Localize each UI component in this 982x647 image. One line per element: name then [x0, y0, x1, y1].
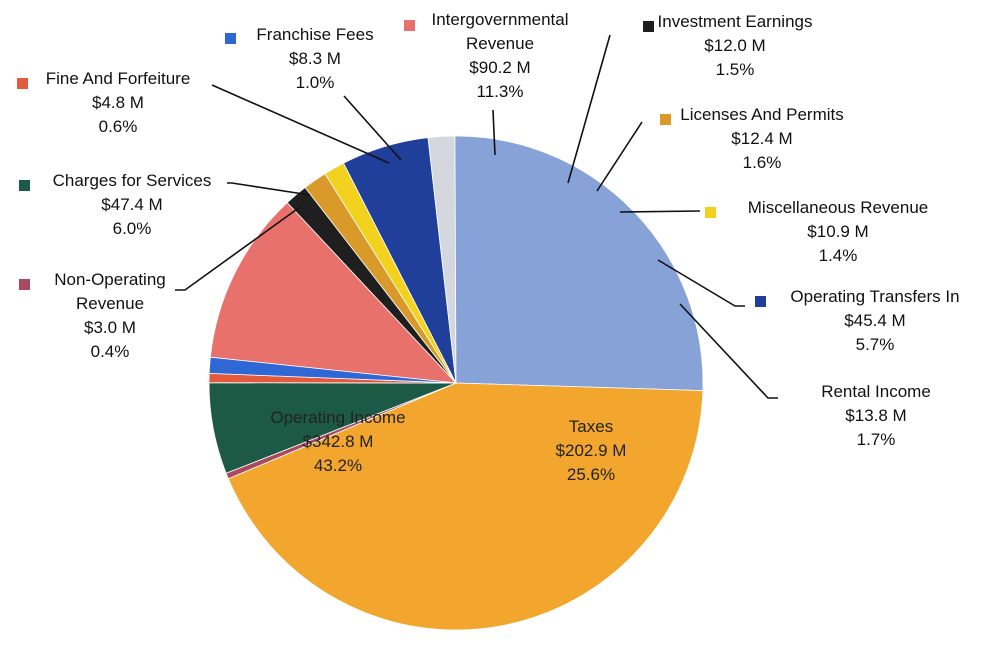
slice-value-operating-transfers-in: $45.4 M: [844, 311, 905, 330]
slice-label-operating-transfers-in: Operating Transfers In $45.4 M 5.7%: [790, 287, 959, 354]
slice-value-fine-and-forfeiture: $4.8 M: [92, 93, 144, 112]
slice-label-taxes: Taxes $202.9 M 25.6%: [556, 417, 627, 484]
legend-marker-operating-transfers-in: [755, 296, 766, 307]
leader-line-investment-earnings: [567, 34, 611, 184]
slice-value-rental-income: $13.8 M: [845, 406, 906, 425]
slice-value-operating-income: $342.8 M: [303, 432, 374, 451]
pie-slice-taxes: [454, 135, 704, 392]
leader-line-charges-for-services: [227, 182, 311, 196]
leader-line-rental-income: [679, 303, 778, 399]
legend-marker-non-operating-revenue: [19, 279, 30, 290]
legend-marker-fine-and-forfeiture: [17, 78, 28, 89]
leader-line-franchise-fees: [343, 95, 402, 161]
slice-name-fine-and-forfeiture: Fine And Forfeiture: [46, 69, 191, 88]
slice-percent-miscellaneous-revenue: 1.4%: [819, 246, 858, 265]
legend-marker-intergovernmental-revenue: [404, 20, 415, 31]
slice-name-operating-income: Operating Income: [270, 408, 405, 427]
slice-percent-intergovernmental-revenue: 11.3%: [477, 82, 524, 101]
slice-name-rental-income: Rental Income: [821, 382, 931, 401]
slice-percent-rental-income: 1.7%: [857, 430, 896, 449]
slice-value-miscellaneous-revenue: $10.9 M: [807, 222, 868, 241]
legend-marker-franchise-fees: [225, 33, 236, 44]
slice-name-franchise-fees: Franchise Fees: [256, 25, 373, 44]
slice-value-franchise-fees: $8.3 M: [289, 49, 341, 68]
slice-percent-taxes: 25.6%: [567, 465, 615, 484]
slice-labels: Intergovernmental Revenue $90.2 M 11.3% Inve…: [17, 10, 960, 484]
slice-label-rental-income: Rental Income $13.8 M 1.7%: [821, 382, 931, 449]
slice-percent-fine-and-forfeiture: 0.6%: [99, 117, 138, 136]
legend-marker-licenses-and-permits: [660, 114, 671, 125]
slice-name-non-operating-revenue: Revenue: [76, 294, 144, 313]
slice-name-taxes: Taxes: [569, 417, 613, 436]
slice-value-licenses-and-permits: $12.4 M: [731, 129, 792, 148]
legend-marker-charges-for-services: [19, 180, 30, 191]
slice-percent-charges-for-services: 6.0%: [113, 219, 152, 238]
pie-slice-operating-income: [227, 382, 704, 631]
leader-line-operating-transfers-in: [657, 259, 745, 307]
pie-slice-intergovernmental-revenue: [209, 202, 458, 384]
pie-slices: [208, 135, 704, 631]
slice-label-charges-for-services: Charges for Services $47.4 M 6.0%: [53, 171, 212, 238]
slice-label-investment-earnings: Investment Earnings $12.0 M 1.5%: [658, 12, 813, 79]
slice-value-charges-for-services: $47.4 M: [101, 195, 162, 214]
slice-name-miscellaneous-revenue: Miscellaneous Revenue: [748, 198, 929, 217]
slice-label-fine-and-forfeiture: Fine And Forfeiture $4.8 M 0.6%: [46, 69, 191, 136]
slice-name-intergovernmental-revenue: Intergovernmental: [431, 10, 568, 29]
slice-name-operating-transfers-in: Operating Transfers In: [790, 287, 959, 306]
slice-percent-non-operating-revenue: 0.4%: [91, 342, 130, 361]
slice-label-operating-income: Operating Income $342.8 M 43.2%: [270, 408, 405, 475]
slice-value-non-operating-revenue: $3.0 M: [84, 318, 136, 337]
slice-label-licenses-and-permits: Licenses And Permits $12.4 M 1.6%: [680, 105, 843, 172]
slice-percent-franchise-fees: 1.0%: [296, 73, 335, 92]
slice-name-intergovernmental-revenue: Revenue: [466, 34, 534, 53]
slice-label-miscellaneous-revenue: Miscellaneous Revenue $10.9 M 1.4%: [748, 198, 929, 265]
slice-name-investment-earnings: Investment Earnings: [658, 12, 813, 31]
slice-percent-operating-transfers-in: 5.7%: [856, 335, 895, 354]
slice-label-non-operating-revenue: Non-Operating Revenue $3.0 M 0.4%: [54, 270, 166, 361]
leader-line-intergovernmental-revenue: [492, 109, 496, 156]
slice-percent-operating-income: 43.2%: [314, 456, 362, 475]
slice-label-intergovernmental-revenue: Intergovernmental Revenue $90.2 M 11.3%: [431, 10, 568, 101]
slice-name-licenses-and-permits: Licenses And Permits: [680, 105, 843, 124]
legend-marker-miscellaneous-revenue: [705, 207, 716, 218]
leader-line-non-operating-revenue: [175, 206, 301, 291]
slice-name-charges-for-services: Charges for Services: [53, 171, 212, 190]
slice-value-taxes: $202.9 M: [556, 441, 627, 460]
slice-percent-investment-earnings: 1.5%: [716, 60, 755, 79]
leader-line-miscellaneous-revenue: [619, 210, 701, 213]
slice-label-franchise-fees: Franchise Fees $8.3 M 1.0%: [256, 25, 373, 92]
pie-slice-franchise-fees: [208, 356, 457, 384]
leader-line-fine-and-forfeiture: [211, 84, 390, 164]
slice-name-non-operating-revenue: Non-Operating: [54, 270, 166, 289]
leader-line-licenses-and-permits: [596, 121, 643, 192]
legend-marker-investment-earnings: [643, 21, 654, 32]
slice-percent-licenses-and-permits: 1.6%: [743, 153, 782, 172]
slice-value-investment-earnings: $12.0 M: [704, 36, 765, 55]
slice-value-intergovernmental-revenue: $90.2 M: [469, 58, 530, 77]
label-leader-lines: [175, 34, 778, 399]
